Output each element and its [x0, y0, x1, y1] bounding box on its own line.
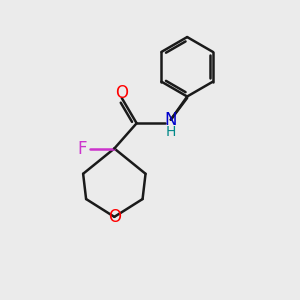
Text: O: O: [115, 84, 128, 102]
Text: F: F: [77, 140, 86, 158]
Text: H: H: [166, 124, 176, 139]
Text: N: N: [165, 111, 177, 129]
Text: O: O: [108, 208, 121, 226]
